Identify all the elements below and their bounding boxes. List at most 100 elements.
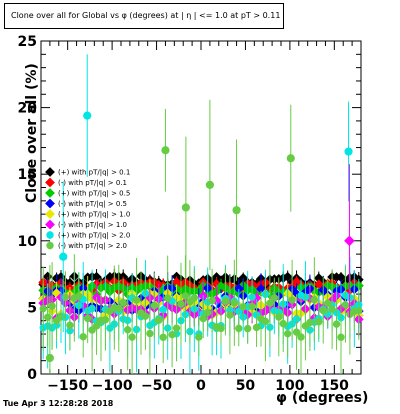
data-point xyxy=(199,314,207,323)
outlier xyxy=(232,139,241,281)
data-point xyxy=(261,317,270,326)
legend: (+) with pT/|q| > 0.1 (-) with pT/|q| > 0… xyxy=(45,167,130,250)
data-point xyxy=(59,252,68,261)
data-point xyxy=(66,321,74,329)
data-point xyxy=(39,304,47,313)
y-tick-label: 5 xyxy=(27,300,37,316)
data-point xyxy=(232,206,241,215)
legend-label: (+) with pT/|q| > 0.1 xyxy=(58,169,130,177)
data-point xyxy=(323,299,332,307)
axes: 0 5 10 15 20 25 −150 −100 −50 0 50 100 150 xyxy=(18,34,362,394)
data-point xyxy=(279,319,287,328)
outlier xyxy=(45,264,54,374)
data-point xyxy=(48,302,56,310)
legend-marker xyxy=(45,177,55,188)
data-point xyxy=(128,333,136,341)
data-point xyxy=(248,302,256,311)
data-point xyxy=(208,296,216,305)
data-point xyxy=(181,292,190,300)
data-point xyxy=(282,271,293,282)
data-point xyxy=(306,318,314,327)
data-point xyxy=(221,297,230,306)
y-tick-label: 25 xyxy=(18,34,37,50)
data-point xyxy=(123,326,132,334)
data-point xyxy=(79,333,87,341)
outlier xyxy=(83,54,92,177)
data-point xyxy=(239,303,247,311)
data-point xyxy=(61,293,70,301)
legend-label: (-) with pT/|q| > 1.0 xyxy=(58,221,127,229)
data-point xyxy=(328,305,336,313)
legend-marker xyxy=(45,198,55,209)
data-point xyxy=(75,292,83,300)
data-point xyxy=(83,111,92,120)
legend-label: (+) with pT/|q| > 0.5 xyxy=(58,190,130,198)
legend-marker xyxy=(45,209,55,219)
data-point xyxy=(181,203,190,212)
data-point xyxy=(177,300,185,308)
data-point xyxy=(203,308,212,317)
data-point xyxy=(132,296,141,304)
data-point xyxy=(195,333,203,341)
y-axis-label: Clone over all (%) xyxy=(24,63,40,203)
legend-label: (-) with pT/|q| > 2.0 xyxy=(58,242,127,250)
data-point xyxy=(297,333,305,341)
data-point xyxy=(332,320,341,328)
data-point xyxy=(92,322,101,330)
data-point xyxy=(266,299,274,307)
data-point xyxy=(341,301,350,309)
data-point xyxy=(355,306,363,315)
legend-label: (-) with pT/|q| > 0.1 xyxy=(58,179,127,187)
legend-label: (+) with pT/|q| > 1.0 xyxy=(58,211,130,219)
outlier xyxy=(205,99,214,271)
data-point xyxy=(235,324,243,333)
y-tick-label: 15 xyxy=(18,167,37,183)
data-point xyxy=(115,304,123,313)
x-tick-label: −150 xyxy=(47,378,88,394)
data-point xyxy=(337,333,345,341)
data-point xyxy=(230,299,239,307)
x-axis-label: φ (degrees) xyxy=(276,390,369,406)
data-point xyxy=(146,329,154,338)
legend-marker xyxy=(45,219,55,230)
data-point xyxy=(150,301,159,310)
legend-label: (-) with pT/|q| > 0.5 xyxy=(58,200,127,208)
data-point xyxy=(344,147,353,156)
legend-marker xyxy=(45,167,55,177)
data-point xyxy=(101,316,110,324)
legend-marker xyxy=(46,241,54,250)
data-point xyxy=(43,313,52,321)
data-point xyxy=(319,306,327,315)
data-point xyxy=(315,318,323,326)
data-point xyxy=(275,313,283,321)
data-point xyxy=(119,298,127,307)
outlier xyxy=(181,136,190,279)
x-tick-label: 150 xyxy=(320,378,349,394)
data-point xyxy=(217,324,225,333)
legend-marker xyxy=(46,231,54,239)
y-tick-label: 10 xyxy=(18,234,38,250)
x-tick-label: 50 xyxy=(236,378,256,394)
data-point xyxy=(344,235,355,247)
data-point xyxy=(252,323,261,332)
timestamp: Tue Apr 3 12:28:28 2018 xyxy=(3,399,114,408)
data-point xyxy=(310,295,319,304)
outlier xyxy=(59,181,68,333)
chart-title: Clone over all for Global vs φ (degrees)… xyxy=(4,3,284,29)
data-point xyxy=(155,316,163,324)
data-points xyxy=(38,54,364,374)
series-7 xyxy=(39,254,363,374)
y-tick-label: 0 xyxy=(27,367,37,383)
data-point xyxy=(83,314,92,323)
data-point xyxy=(288,296,296,304)
data-point xyxy=(205,180,214,189)
data-point xyxy=(286,154,295,163)
outlier xyxy=(286,104,295,212)
data-point xyxy=(190,294,199,302)
outlier xyxy=(344,164,355,318)
data-point xyxy=(141,312,150,320)
data-point xyxy=(45,353,54,363)
x-tick-label: 100 xyxy=(275,378,304,394)
outlier xyxy=(344,101,353,202)
